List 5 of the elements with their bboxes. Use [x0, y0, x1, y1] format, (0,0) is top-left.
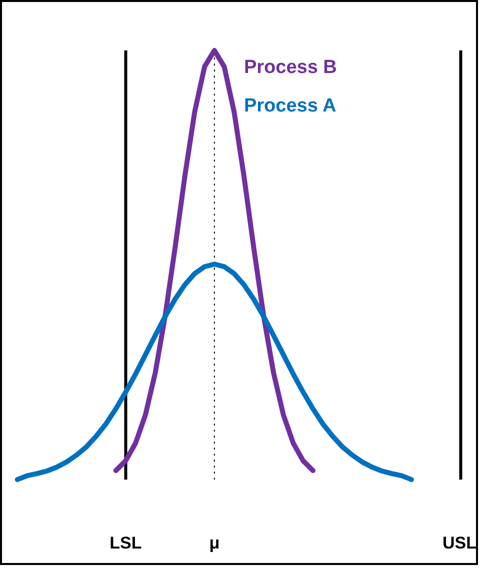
x-tick-label: LSL: [110, 534, 142, 552]
x-tick-label: USL: [442, 534, 476, 552]
text: Process A: [244, 96, 336, 117]
x-tick-label: μ: [209, 534, 220, 552]
series-label: Process B: [244, 57, 337, 78]
